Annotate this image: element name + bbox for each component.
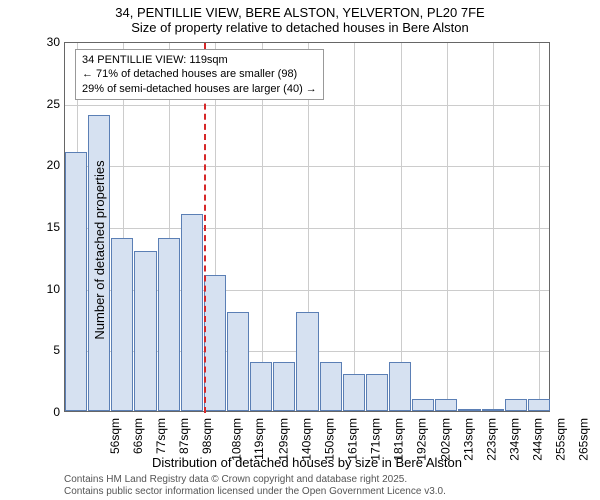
x-tick-label: 119sqm: [252, 418, 266, 460]
gridline-v: [354, 43, 355, 411]
histogram-bar: [111, 238, 133, 411]
gridline-h: [65, 228, 549, 229]
histogram-bar: [482, 409, 504, 411]
x-tick-label: 56sqm: [108, 418, 122, 454]
annotation-line-1: 34 PENTILLIE VIEW: 119sqm: [82, 53, 317, 67]
x-tick-label: 161sqm: [346, 418, 360, 461]
x-tick-label: 192sqm: [415, 418, 429, 461]
title-line-2: Size of property relative to detached ho…: [0, 20, 600, 35]
histogram-bar: [412, 399, 434, 411]
annotation-line-3: 29% of semi-detached houses are larger (…: [82, 82, 317, 96]
y-tick-label: 15: [30, 220, 60, 234]
gridline-v: [539, 43, 540, 411]
annotation-box: 34 PENTILLIE VIEW: 119sqm← 71% of detach…: [75, 49, 324, 100]
footer-line-2: Contains public sector information licen…: [64, 486, 446, 498]
x-tick-label: 213sqm: [461, 418, 475, 461]
gridline-v: [447, 43, 448, 411]
x-tick-label: 150sqm: [323, 418, 337, 461]
x-tick-label: 202sqm: [438, 418, 452, 461]
histogram-bar: [343, 374, 365, 411]
gridline-v: [401, 43, 402, 411]
x-tick-label: 66sqm: [131, 418, 145, 454]
y-tick-label: 25: [30, 97, 60, 111]
plot-area: 34 PENTILLIE VIEW: 119sqm← 71% of detach…: [64, 42, 550, 412]
footer: Contains HM Land Registry data © Crown c…: [64, 474, 446, 498]
chart-container: 34, PENTILLIE VIEW, BERE ALSTON, YELVERT…: [0, 0, 600, 500]
histogram-bar: [435, 399, 457, 411]
y-tick-label: 5: [30, 343, 60, 357]
x-tick-label: 129sqm: [276, 418, 290, 461]
histogram-bar: [458, 409, 480, 411]
histogram-bar: [366, 374, 388, 411]
y-axis-label: Number of detached properties: [92, 160, 107, 339]
histogram-bar: [296, 312, 318, 411]
x-tick-label: 108sqm: [230, 418, 244, 461]
histogram-bar: [65, 152, 87, 411]
footer-line-1: Contains HM Land Registry data © Crown c…: [64, 474, 446, 486]
histogram-bar: [250, 362, 272, 411]
y-tick-label: 0: [30, 405, 60, 419]
y-tick-label: 20: [30, 158, 60, 172]
histogram-bar: [505, 399, 527, 411]
histogram-bar: [528, 399, 550, 411]
y-tick-label: 30: [30, 35, 60, 49]
gridline-v: [493, 43, 494, 411]
histogram-bar: [158, 238, 180, 411]
x-tick-label: 171sqm: [369, 418, 383, 461]
x-tick-label: 98sqm: [200, 418, 214, 454]
x-tick-label: 77sqm: [154, 418, 168, 454]
title-line-1: 34, PENTILLIE VIEW, BERE ALSTON, YELVERT…: [0, 5, 600, 20]
histogram-bar: [227, 312, 249, 411]
histogram-bar: [134, 251, 156, 411]
gridline-h: [65, 166, 549, 167]
chart-title: 34, PENTILLIE VIEW, BERE ALSTON, YELVERT…: [0, 0, 600, 35]
x-tick-label: 244sqm: [531, 418, 545, 461]
x-tick-label: 223sqm: [485, 418, 499, 461]
histogram-bar: [389, 362, 411, 411]
x-tick-label: 255sqm: [554, 418, 568, 461]
histogram-bar: [320, 362, 342, 411]
y-tick-label: 10: [30, 282, 60, 296]
x-tick-label: 87sqm: [177, 418, 191, 454]
histogram-bar: [273, 362, 295, 411]
histogram-bar: [181, 214, 203, 411]
x-tick-label: 265sqm: [577, 418, 591, 461]
annotation-line-2: ← 71% of detached houses are smaller (98…: [82, 67, 317, 81]
gridline-h: [65, 105, 549, 106]
histogram-bar: [204, 275, 226, 411]
x-tick-label: 234sqm: [508, 418, 522, 461]
x-tick-label: 140sqm: [299, 418, 313, 461]
x-tick-label: 181sqm: [392, 418, 406, 461]
